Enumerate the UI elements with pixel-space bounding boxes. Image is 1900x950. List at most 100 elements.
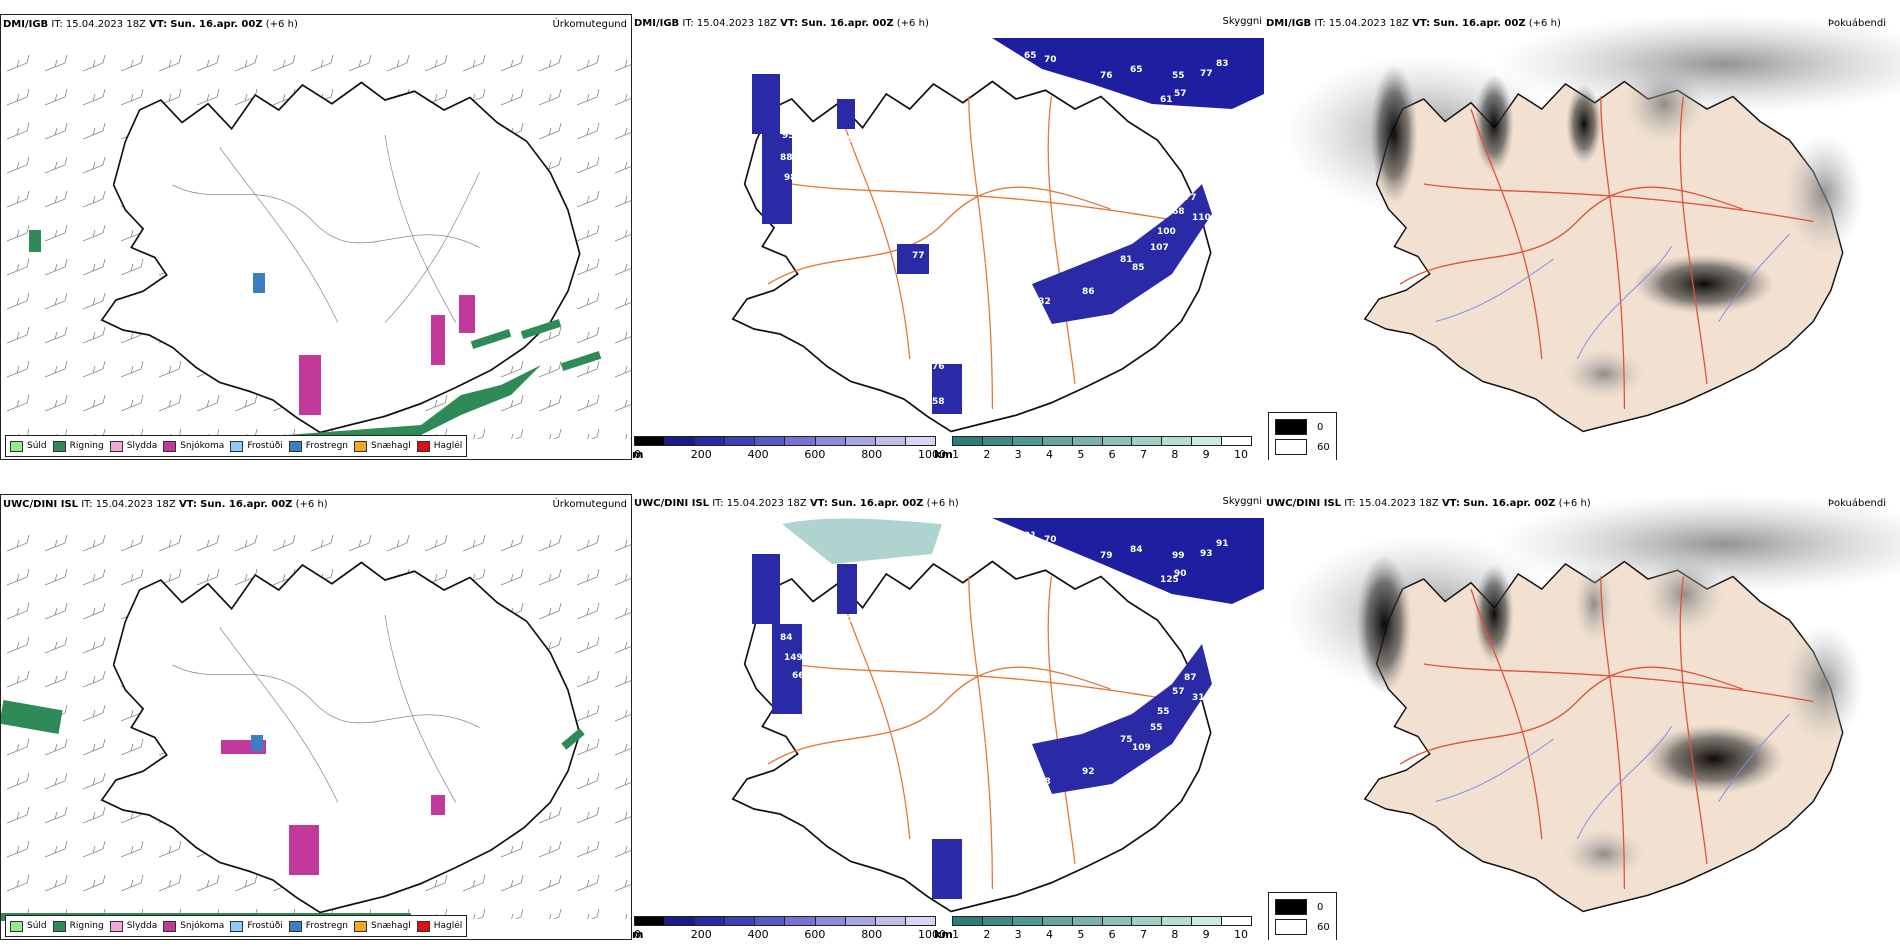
cloud-base-label: 55 bbox=[1157, 707, 1170, 717]
cloud-panel-bottom: UWC/DINI ISL IT: 15.04.2023 18Z VT: Sun.… bbox=[632, 494, 1264, 940]
cloud-base-label: 70 bbox=[840, 615, 853, 625]
cloud-base-label: 55 bbox=[1150, 723, 1163, 733]
legend-item: Slydda bbox=[109, 440, 157, 452]
precip-map bbox=[1, 519, 631, 921]
swatch bbox=[416, 920, 430, 932]
panel-title: Skyggni bbox=[1222, 16, 1262, 27]
colorbar-segment bbox=[755, 917, 786, 925]
cloud-base-label: 99 bbox=[782, 611, 795, 621]
colorbar-segment bbox=[845, 437, 876, 445]
scale-tick-label: 4 bbox=[1046, 448, 1053, 460]
legend-item: Haglél bbox=[416, 440, 462, 452]
swatch bbox=[52, 920, 66, 932]
colorbar-segment bbox=[725, 917, 756, 925]
scale-tick-label: 3 bbox=[1014, 928, 1022, 940]
colorbar-segment bbox=[1222, 917, 1252, 925]
colorbar-segment bbox=[1072, 917, 1103, 925]
scale-tick-label: 400 bbox=[747, 448, 769, 460]
legend-item: Snjókoma bbox=[163, 440, 224, 452]
legend-item: Súld bbox=[10, 920, 47, 932]
colorbar-segment bbox=[815, 917, 846, 925]
scale-tick-label: 7 bbox=[1140, 448, 1147, 460]
scale-tick-label: 400 bbox=[747, 928, 769, 940]
scale-tick-label: 2 bbox=[983, 448, 991, 460]
panel-header: DMI/IGB IT: 15.04.2023 18Z VT: Sun. 16.a… bbox=[634, 18, 929, 29]
scale-tick-label: 200 bbox=[690, 448, 712, 460]
cloud-base-label: 84 bbox=[1130, 545, 1143, 555]
colorbar-segment bbox=[1162, 437, 1193, 445]
scale-tick-label: 9 bbox=[1202, 928, 1210, 940]
colorbar-segment bbox=[1132, 437, 1163, 445]
visibility-colorbar bbox=[952, 916, 1252, 926]
cloud-base-label: 98 bbox=[784, 173, 797, 183]
cloud-base-label: 72 bbox=[914, 377, 927, 387]
scale-tick-label: 800 bbox=[861, 448, 883, 460]
swatch bbox=[416, 440, 430, 452]
height-unit: m bbox=[632, 448, 644, 460]
snow-areas bbox=[221, 735, 445, 875]
rain-areas bbox=[29, 230, 602, 435]
scale-tick-label: 3 bbox=[1014, 448, 1022, 460]
colorbar-segment bbox=[1192, 917, 1223, 925]
colorbar-segment bbox=[695, 437, 726, 445]
cloud-base-label: 92 bbox=[1082, 767, 1095, 777]
height-scale: 0 200 400 600 800 1000 bbox=[634, 916, 946, 940]
colorbar-segment bbox=[875, 917, 906, 925]
legend-item: Frostúði bbox=[230, 920, 283, 932]
scale-tick-label: 6 bbox=[1108, 448, 1116, 460]
colorbar-segment bbox=[1012, 437, 1043, 445]
scale-tick-label: 1 bbox=[952, 448, 959, 460]
cloud-base-label: 86 bbox=[1082, 287, 1095, 297]
cloud-base-label: 83 bbox=[1216, 59, 1229, 69]
scale-tick-label: 9 bbox=[1202, 448, 1210, 460]
cloud-base-label: 77 bbox=[1200, 69, 1213, 79]
colorbar-segment bbox=[815, 437, 846, 445]
colorbar-segment bbox=[755, 437, 786, 445]
cloud-base-label: 109 bbox=[1132, 743, 1151, 753]
legend-item: Rigning bbox=[52, 440, 104, 452]
legend-item: Frostúði bbox=[230, 440, 283, 452]
swatch bbox=[230, 920, 244, 932]
colorbar-segment bbox=[695, 917, 726, 925]
height-unit: m bbox=[632, 928, 644, 940]
panel-header: DMI/IGB IT: 15.04.2023 18Z VT: Sun. 16.a… bbox=[3, 19, 298, 30]
colorbar-segment bbox=[665, 917, 696, 925]
colorbar-segment bbox=[1132, 917, 1163, 925]
colorbar-segment bbox=[1222, 437, 1252, 445]
colorbar-segment bbox=[1012, 917, 1043, 925]
fog-legend: 0 60 bbox=[1268, 892, 1337, 940]
cloud-base-label: 75 bbox=[1120, 735, 1133, 745]
height-ticks: 0 200 400 600 800 1000 bbox=[634, 446, 946, 460]
cloud-base-label: 171 bbox=[1012, 757, 1031, 767]
precip-map bbox=[1, 39, 631, 439]
visibility-scale: 1 2 3 4 5 6 7 8 9 10 bbox=[952, 916, 1252, 940]
swatch bbox=[10, 440, 23, 452]
scale-tick-label: 600 bbox=[804, 928, 826, 940]
fog-panel-bottom: UWC/DINI ISL IT: 15.04.2023 18Z VT: Sun.… bbox=[1264, 494, 1900, 940]
swatch bbox=[354, 920, 368, 932]
colorbar-segment bbox=[1192, 437, 1223, 445]
cloud-base-label: 68 bbox=[1172, 207, 1185, 217]
cloud-base-label: 149 bbox=[784, 653, 803, 663]
scale-tick-label: 4 bbox=[1046, 928, 1053, 940]
cloud-base-label: 57 bbox=[1172, 687, 1185, 697]
cloud-base-label: 57 bbox=[1174, 89, 1187, 99]
precip-legend: Súld Rigning Slydda Snjókoma Frostúði Fr… bbox=[5, 435, 468, 457]
cloud-base-label: 84 bbox=[870, 245, 883, 255]
swatch bbox=[288, 920, 302, 932]
precip-panel-top: DMI/IGB IT: 15.04.2023 18Z VT: Sun. 16.a… bbox=[0, 14, 632, 460]
legend-item: Snjókoma bbox=[163, 920, 224, 932]
cloud-base-label: 70 bbox=[1044, 535, 1057, 545]
cloud-base-label: 55 bbox=[1172, 71, 1185, 81]
low-cloud-areas bbox=[752, 74, 1212, 414]
cloud-base-label: 141 bbox=[972, 737, 991, 747]
cloud-panel-top: DMI/IGB IT: 15.04.2023 18Z VT: Sun. 16.a… bbox=[632, 14, 1264, 460]
scale-tick-label: 8 bbox=[1171, 928, 1179, 940]
scale-tick-label: 8 bbox=[1171, 448, 1179, 460]
cloud-base-label: 116 bbox=[870, 725, 889, 735]
colorbar-segment bbox=[1162, 917, 1193, 925]
panel-header: UWC/DINI ISL IT: 15.04.2023 18Z VT: Sun.… bbox=[634, 498, 959, 509]
cloud-base-label: 66 bbox=[822, 715, 835, 725]
fog-panel-top: DMI/IGB IT: 15.04.2023 18Z VT: Sun. 16.a… bbox=[1264, 14, 1900, 460]
cloud-base-label: 31 bbox=[1192, 693, 1205, 703]
